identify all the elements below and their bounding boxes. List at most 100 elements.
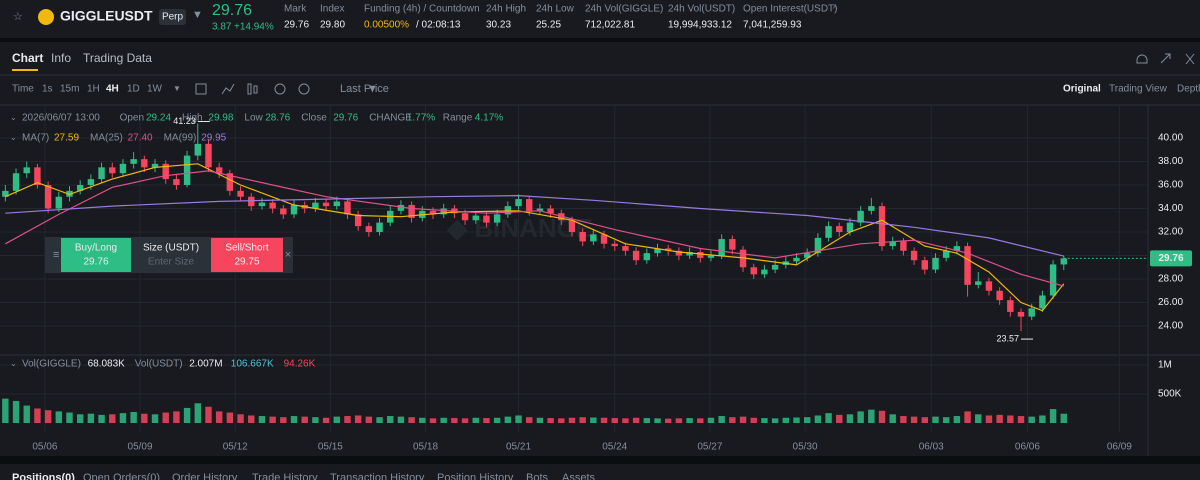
view-option[interactable]: Depth [1177,84,1200,95]
buy-price[interactable]: 29.76 [83,257,108,268]
bottom-tab[interactable]: Bots [526,472,549,480]
tab[interactable]: Info [51,51,71,65]
candle-body [750,267,757,275]
interval[interactable]: 1D [127,84,140,95]
bottom-tab[interactable]: Position History [437,472,514,480]
volume-bar [1028,416,1035,423]
close-icon[interactable] [1185,53,1195,65]
bell-icon[interactable] [1136,54,1148,64]
volume-bar [536,417,544,423]
bottom-tab[interactable]: Transaction History [330,472,425,480]
buy-label[interactable]: Buy/Long [75,243,117,254]
legend-label: CHANGE [369,113,412,124]
candle-body [483,215,490,223]
interval[interactable]: 1W [147,84,163,95]
stat-value: 30.23 [486,20,511,31]
volume-bar [280,417,287,423]
bottom-tab[interactable]: Positions(0) [12,472,75,480]
expand-icon[interactable] [1160,53,1171,64]
volume-bar [429,418,437,423]
interval[interactable]: 15m [60,84,79,95]
volume-bar [889,414,896,423]
volume-bar [996,414,1003,423]
symbol[interactable]: GIGGLEUSDT [60,8,153,24]
bottom-tab[interactable]: Assets [562,472,596,480]
volume-bar [868,409,875,423]
bottom-tab[interactable]: Order History [172,472,238,480]
candle-body [429,210,437,215]
active-tab-underline [12,69,38,71]
candle-body [365,226,373,232]
bottom-tab[interactable]: Trade History [252,472,318,480]
ma-label: MA(7) [22,133,49,144]
candle-body [729,239,736,250]
buy-button[interactable] [61,238,131,272]
interval[interactable]: 1H [87,84,100,95]
volume-bar [301,416,308,423]
collapse: ⌄ [10,133,17,142]
last-price: 29.76 [212,2,252,19]
interval[interactable]: 4H [106,84,119,95]
tab[interactable]: Chart [12,51,43,65]
candle-body [44,184,52,209]
legend-label: High [182,113,203,124]
x-tick-label: 05/06 [32,442,57,453]
settings-icon[interactable] [274,83,286,95]
view-option[interactable]: Trading View [1109,84,1168,95]
sell-label[interactable]: Sell/Short [225,243,269,254]
badge-bg [159,9,186,25]
volume-bar [846,414,854,423]
candle-body [932,257,939,270]
volume-bar [1007,415,1014,423]
interval[interactable]: 1s [42,84,53,95]
candle-body [814,237,822,254]
candle-body [205,143,212,168]
price-type[interactable]: Last Price [340,83,389,95]
plot: ◆ BINANCE [0,106,1148,432]
collapse: ⌄ [10,113,17,122]
tools-icon[interactable] [298,83,310,95]
size-input[interactable]: Enter Size [148,257,195,268]
volume-bar [803,417,811,423]
candle-body [290,204,298,215]
symbol-dropdown[interactable]: ▼ [192,9,203,21]
interval-more[interactable]: ▼ [173,84,181,93]
candle-body [12,173,20,191]
volume-bar [269,416,276,423]
v-tick-label: 1M [1158,360,1172,371]
volume-bar [109,414,116,423]
candle-icon[interactable] [253,85,258,94]
legend-value: 1.77% [407,113,435,124]
calendar-icon[interactable] [195,83,207,95]
legend-label: Close [301,113,327,124]
sell-price[interactable]: 29.75 [234,257,259,268]
x-tick-label: 06/09 [1107,442,1132,453]
favorite-star[interactable]: ☆ [13,11,23,23]
volume-bar [215,411,223,423]
candle-body [162,163,169,180]
volume-bar [975,414,982,423]
candle-icon[interactable] [247,83,252,95]
vol-value: 68.083K [88,359,126,370]
bottom-tab[interactable]: Open Orders(0) [83,472,160,480]
candle-body [312,202,319,209]
volume-bar [248,415,255,423]
volume-bar [44,410,52,423]
sell-button[interactable] [211,238,283,272]
volume-bar [312,417,319,423]
candle-body [600,234,608,244]
volume-bar [836,414,843,423]
volume-bar [1017,416,1025,423]
candle-body [654,248,661,254]
candle-body [269,202,276,209]
volume-bar [1060,413,1067,423]
volume-bar [376,417,383,423]
indicator-icon[interactable] [221,83,235,95]
y-tick-label: 24.00 [1158,321,1183,332]
candle-body [718,239,725,256]
tab[interactable]: Trading Data [83,51,152,65]
view-option[interactable]: Original [1063,84,1101,95]
dropdown-arrow[interactable]: ▼ [367,83,378,95]
stat-value: 7,041,259.93 [743,20,802,31]
close-widget[interactable]: × [285,249,291,261]
